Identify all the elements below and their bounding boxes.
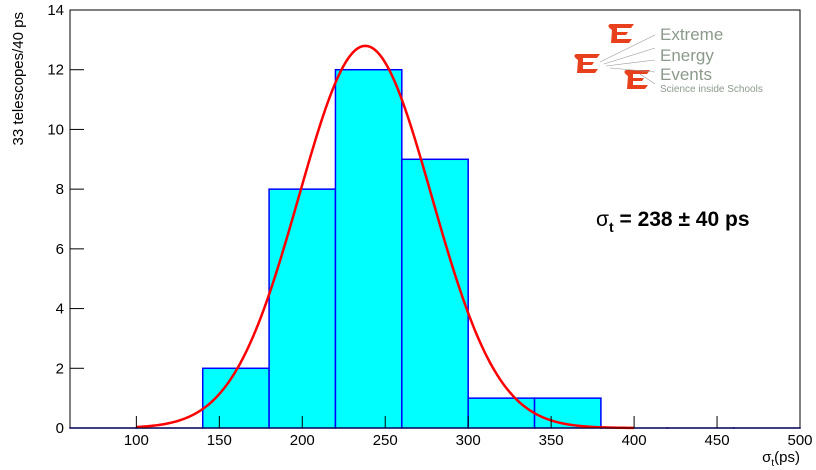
y-tick-label: 6	[56, 241, 64, 258]
logo-text: Extreme	[660, 25, 723, 44]
fit-annotation-text: = 238 ± 40 ps	[614, 208, 750, 231]
histogram-bar	[334, 68, 403, 429]
y-tick-label: 10	[47, 121, 64, 138]
logo-text: Science inside Schools	[660, 84, 763, 95]
histogram-bar	[467, 397, 536, 429]
y-tick-label: 4	[56, 301, 64, 318]
x-tick-label: 100	[124, 432, 149, 449]
x-axis-title: σt(ps)	[762, 449, 800, 469]
x-axis-title-subscript: t	[771, 458, 774, 469]
x-tick-label: 350	[539, 432, 564, 449]
y-tick-label: 2	[56, 360, 64, 377]
histogram-bar	[533, 397, 602, 429]
y-tick-label: 8	[56, 181, 64, 198]
histogram-bar	[401, 158, 469, 429]
logo-lines	[599, 34, 656, 85]
y-tick-label: 14	[47, 2, 64, 19]
logo-icon	[624, 70, 650, 89]
fit-annotation-subscript: t	[609, 219, 614, 235]
y-tick-label: 0	[56, 420, 64, 437]
fit-annotation: σt = 238 ± 40 ps	[596, 208, 750, 235]
x-axis-title-unit: (ps)	[774, 449, 800, 466]
x-axis-title-symbol: σ	[762, 449, 772, 466]
x-tick-label: 150	[207, 432, 232, 449]
x-tick-label: 250	[373, 432, 398, 449]
x-tick-label: 200	[290, 432, 315, 449]
fit-annotation-symbol: σ	[596, 208, 609, 231]
histogram-bar	[268, 188, 337, 429]
histogram-bar	[201, 367, 270, 429]
y-axis-title: 33 telescopes/40 ps	[10, 12, 27, 145]
x-tick-label: 300	[456, 432, 481, 449]
logo-icon	[574, 54, 600, 73]
x-tick-label: 450	[705, 432, 730, 449]
x-tick-label: 400	[622, 432, 647, 449]
plot-frame	[69, 9, 801, 429]
x-tick-label: 500	[787, 432, 812, 449]
logo-text: Events	[660, 65, 712, 84]
logo: Extreme Energy Events Science inside Sch…	[574, 24, 763, 95]
logo-icon	[608, 24, 634, 43]
y-tick-label: 12	[47, 62, 64, 79]
logo-text: Energy	[660, 46, 714, 65]
